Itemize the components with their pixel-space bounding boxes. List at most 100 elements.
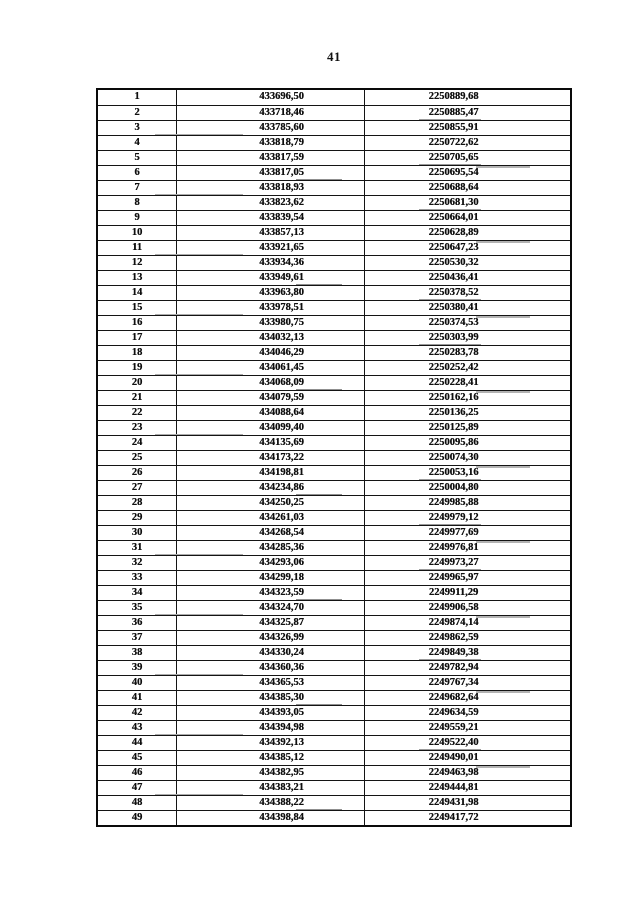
y-coordinate-cell: 2249463,98 bbox=[428, 767, 479, 778]
point-number-cell: 27 bbox=[98, 481, 177, 495]
x-coordinate-cell: 434360,36 bbox=[177, 661, 365, 675]
point-number-cell: 36 bbox=[98, 616, 177, 630]
y-coordinate-cell: 2250664,01 bbox=[428, 212, 479, 223]
y-coordinate-cell: 2250647,23 bbox=[428, 242, 479, 253]
point-number-cell: 7 bbox=[98, 181, 177, 195]
point-number-cell: 44 bbox=[98, 736, 177, 750]
table-row: 13 433949,61 2250436,41 bbox=[98, 270, 570, 285]
y-coordinate-cell: 2250252,42 bbox=[428, 362, 479, 373]
y-coordinate-cell: 2250681,30 bbox=[428, 197, 479, 208]
x-coordinate-cell: 434173,22 bbox=[177, 451, 365, 465]
x-coordinate-cell: 433818,93 bbox=[177, 181, 365, 195]
table-row: 18 434046,29 2250283,78 bbox=[98, 343, 570, 360]
y-coordinate-cell: 2250378,52 bbox=[428, 287, 479, 298]
y-coordinate-cell: 2250628,89 bbox=[428, 227, 479, 238]
y-coordinate-cell: 2250436,41 bbox=[428, 272, 479, 283]
point-number-cell: 33 bbox=[98, 571, 177, 585]
table-row: 47 434383,21 2249444,81 bbox=[98, 780, 570, 795]
point-number-cell: 25 bbox=[98, 451, 177, 465]
point-number-cell: 16 bbox=[98, 316, 177, 330]
y-coordinate-cell: 2250695,54 bbox=[428, 167, 479, 178]
table-row: 9 433839,54 2250664,01 bbox=[98, 208, 570, 225]
point-number-cell: 13 bbox=[98, 271, 177, 285]
point-number-cell: 48 bbox=[98, 796, 177, 810]
x-coordinate-cell: 433978,51 bbox=[177, 301, 365, 315]
table-row: 11 433921,65 2250647,23 bbox=[98, 240, 570, 255]
table-row: 23 434099,40 2250125,89 bbox=[98, 420, 570, 435]
table-row: 25 434173,22 2250074,30 bbox=[98, 450, 570, 468]
x-coordinate-cell: 433818,79 bbox=[177, 136, 365, 150]
table-row: 20 434068,09 2250228,41 bbox=[98, 373, 570, 393]
table-row: 12 433934,36 2250530,32 bbox=[98, 253, 570, 270]
y-coordinate-cell: 2249911,29 bbox=[428, 587, 479, 598]
table-row: 48 434388,22 2249431,98 bbox=[98, 793, 570, 810]
point-number-cell: 17 bbox=[98, 331, 177, 345]
point-number-cell: 30 bbox=[98, 526, 177, 540]
table-row: 46 434382,95 2249463,98 bbox=[98, 765, 570, 780]
y-coordinate-cell: 2250095,86 bbox=[428, 437, 479, 448]
table-row: 21 434079,59 2250162,16 bbox=[98, 388, 570, 405]
y-coordinate-cell: 2250705,65 bbox=[428, 152, 479, 163]
table-row: 39 434360,36 2249782,94 bbox=[98, 658, 570, 675]
x-coordinate-cell: 434079,59 bbox=[177, 391, 365, 405]
y-coordinate-cell: 2249522,40 bbox=[428, 737, 479, 748]
y-coordinate-cell: 2250380,41 bbox=[428, 302, 479, 313]
point-number-cell: 49 bbox=[98, 811, 177, 825]
table-row: 36 434325,87 2249874,14 bbox=[98, 613, 570, 630]
x-coordinate-cell: 434285,36 bbox=[177, 541, 365, 555]
point-number-cell: 35 bbox=[98, 601, 177, 615]
y-coordinate-cell: 2250074,30 bbox=[428, 452, 479, 463]
y-coordinate-cell: 2249973,27 bbox=[428, 557, 479, 568]
y-coordinate-cell: 2250722,62 bbox=[428, 137, 479, 148]
x-coordinate-cell: 433817,05 bbox=[177, 166, 365, 180]
point-number-cell: 20 bbox=[98, 376, 177, 390]
y-coordinate-cell: 2249417,72 bbox=[428, 812, 479, 823]
y-coordinate-cell: 2249682,64 bbox=[428, 692, 479, 703]
x-coordinate-cell: 433963,80 bbox=[177, 286, 365, 300]
x-coordinate-cell: 434385,30 bbox=[177, 691, 365, 705]
point-number-cell: 12 bbox=[98, 256, 177, 270]
point-number-cell: 21 bbox=[98, 391, 177, 405]
point-number-cell: 40 bbox=[98, 676, 177, 690]
y-coordinate-cell: 2249906,58 bbox=[428, 602, 479, 613]
table-row: 33 434299,18 2249965,97 bbox=[98, 568, 570, 585]
x-coordinate-cell: 434388,22 bbox=[177, 796, 365, 810]
x-coordinate-cell: 434330,24 bbox=[177, 646, 365, 660]
point-number-cell: 31 bbox=[98, 541, 177, 555]
y-coordinate-cell: 2249965,97 bbox=[428, 572, 479, 583]
y-coordinate-cell: 2250889,68 bbox=[428, 91, 479, 102]
table-row: 19 434061,45 2250252,42 bbox=[98, 360, 570, 375]
y-coordinate-cell: 2250162,16 bbox=[428, 392, 479, 403]
x-coordinate-cell: 433817,59 bbox=[177, 151, 365, 165]
table-row: 5 433817,59 2250705,65 bbox=[98, 150, 570, 168]
point-number-cell: 34 bbox=[98, 586, 177, 600]
point-number-cell: 39 bbox=[98, 661, 177, 675]
table-row: 44 434392,13 2249522,40 bbox=[98, 733, 570, 750]
point-number-cell: 8 bbox=[98, 196, 177, 210]
x-coordinate-cell: 434061,45 bbox=[177, 361, 365, 375]
y-coordinate-cell: 2249559,21 bbox=[428, 722, 479, 733]
y-coordinate-cell: 2250125,89 bbox=[428, 422, 479, 433]
x-coordinate-cell: 434326,99 bbox=[177, 631, 365, 645]
point-number-cell: 22 bbox=[98, 406, 177, 420]
point-number-cell: 9 bbox=[98, 211, 177, 225]
table-row: 37 434326,99 2249862,59 bbox=[98, 630, 570, 645]
x-coordinate-cell: 434099,40 bbox=[177, 421, 365, 435]
x-coordinate-cell: 433949,61 bbox=[177, 271, 365, 285]
table-row: 15 433978,51 2250380,41 bbox=[98, 298, 570, 318]
point-number-cell: 10 bbox=[98, 226, 177, 240]
table-row: 42 434393,05 2249634,59 bbox=[98, 703, 570, 720]
point-number-cell: 3 bbox=[98, 121, 177, 135]
table-row: 1 433696,50 2250889,68 bbox=[98, 90, 570, 105]
x-coordinate-cell: 434325,87 bbox=[177, 616, 365, 630]
y-coordinate-cell: 2250530,32 bbox=[428, 257, 479, 268]
x-coordinate-cell: 434324,70 bbox=[177, 601, 365, 615]
y-coordinate-cell: 2249977,69 bbox=[428, 527, 479, 538]
table-row: 26 434198,81 2250053,16 bbox=[98, 465, 570, 480]
y-coordinate-cell: 2249862,59 bbox=[428, 632, 479, 643]
x-coordinate-cell: 433718,46 bbox=[177, 106, 365, 120]
coordinates-table: 1 433696,50 2250889,68 2 433718,46 2250885,47… bbox=[96, 88, 572, 827]
x-coordinate-cell: 433980,75 bbox=[177, 316, 365, 330]
point-number-cell: 18 bbox=[98, 346, 177, 360]
x-coordinate-cell: 433934,36 bbox=[177, 256, 365, 270]
